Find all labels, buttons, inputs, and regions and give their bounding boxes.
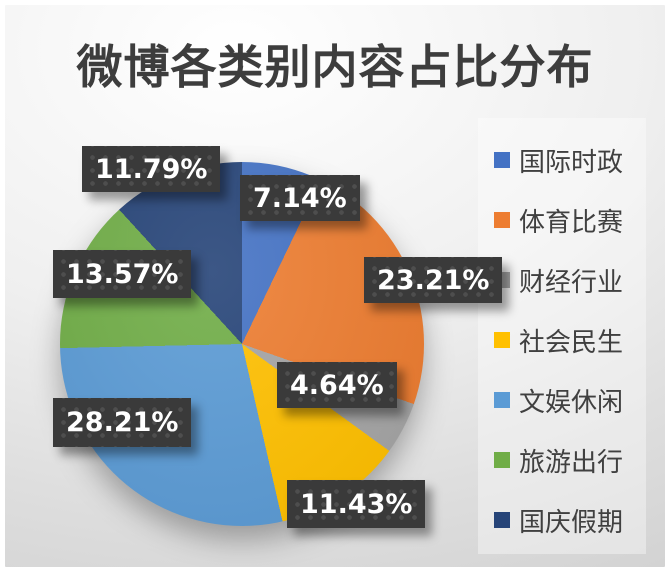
legend-swatch-icon	[494, 452, 510, 468]
legend-swatch-icon	[494, 392, 510, 408]
legend-swatch-icon	[494, 212, 510, 228]
data-label-sports[interactable]: 23.21%	[364, 257, 503, 303]
legend-label: 社会民生	[519, 327, 624, 358]
legend-item-national-day[interactable]: 国庆假期	[478, 490, 646, 550]
legend-swatch-icon	[494, 152, 510, 168]
legend-label: 财经行业	[519, 267, 624, 298]
data-label-intl-politics[interactable]: 7.14%	[240, 175, 360, 221]
legend-label: 文娱休闲	[519, 387, 624, 418]
legend-swatch-icon	[494, 512, 510, 528]
legend-item-sports[interactable]: 体育比赛	[478, 190, 646, 250]
legend-item-entertainment[interactable]: 文娱休闲	[478, 370, 646, 430]
legend-label: 国庆假期	[519, 507, 624, 538]
legend-swatch-icon	[494, 332, 510, 348]
data-label-society[interactable]: 11.43%	[287, 480, 426, 528]
legend: 国际时政 体育比赛 财经行业 社会民生 文娱休闲 旅游出行 国庆假期	[478, 118, 646, 554]
legend-item-travel[interactable]: 旅游出行	[478, 430, 646, 490]
legend-label: 体育比赛	[519, 207, 624, 238]
data-label-entertainment[interactable]: 28.21%	[53, 398, 192, 447]
legend-item-finance[interactable]: 财经行业	[478, 250, 646, 310]
legend-item-society[interactable]: 社会民生	[478, 310, 646, 370]
legend-label: 国际时政	[519, 147, 624, 178]
data-label-national-day[interactable]: 11.79%	[82, 146, 221, 192]
data-label-finance[interactable]: 4.64%	[277, 362, 397, 408]
chart-title: 微博各类别内容占比分布	[76, 40, 594, 94]
legend-label: 旅游出行	[519, 447, 624, 478]
legend-item-intl-politics[interactable]: 国际时政	[478, 130, 646, 190]
data-label-travel[interactable]: 13.57%	[53, 250, 192, 298]
pie-chart[interactable]	[60, 162, 424, 526]
